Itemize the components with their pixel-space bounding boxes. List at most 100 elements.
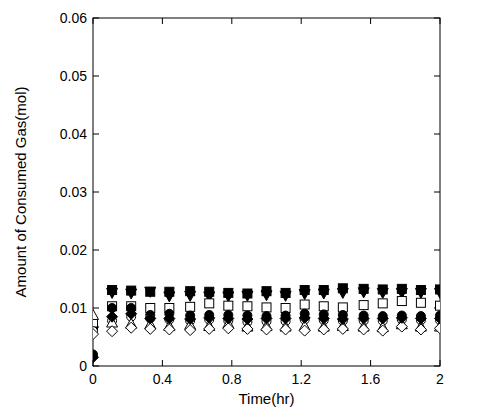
- data-point: [280, 291, 291, 301]
- data-point: [223, 292, 234, 302]
- data-point: [378, 299, 387, 308]
- data-point: [377, 325, 388, 336]
- data-point: [126, 322, 137, 333]
- data-point: [107, 311, 118, 322]
- data-point: [261, 291, 272, 301]
- x-tick-label: 0: [89, 371, 97, 387]
- y-tick: [93, 18, 99, 19]
- y-tick-label: 0.01: [60, 300, 87, 316]
- data-point: [377, 288, 388, 298]
- plot-frame: [93, 18, 440, 366]
- data-point: [299, 325, 310, 336]
- y-tick-label: 0.02: [60, 242, 87, 258]
- data-point: [262, 303, 271, 312]
- x-tick: [370, 360, 371, 366]
- y-tick-label: 0.05: [60, 68, 87, 84]
- x-tick-mirror: [231, 18, 232, 24]
- x-tick: [231, 360, 232, 366]
- data-point: [223, 313, 234, 324]
- data-point: [185, 291, 196, 301]
- data-point: [205, 299, 214, 308]
- data-point: [145, 323, 156, 334]
- x-tick: [301, 360, 302, 366]
- data-point: [93, 352, 99, 363]
- y-tick: [93, 134, 99, 135]
- data-points: [93, 284, 440, 363]
- y-tick-label: 0.06: [60, 10, 87, 26]
- data-point: [299, 290, 310, 300]
- data-point: [397, 297, 406, 306]
- data-point: [146, 287, 155, 296]
- y-tick: [93, 192, 99, 193]
- data-point: [164, 292, 175, 302]
- data-point: [107, 326, 118, 337]
- data-point: [185, 314, 196, 325]
- data-point: [242, 291, 253, 301]
- data-point: [435, 323, 441, 334]
- data-point: [164, 324, 175, 335]
- y-tick-mirror: [434, 250, 440, 251]
- data-point: [415, 313, 426, 324]
- data-point: [185, 325, 196, 336]
- data-point: [415, 324, 426, 335]
- data-point: [242, 314, 253, 325]
- data-point: [318, 289, 329, 299]
- data-point: [377, 313, 388, 324]
- data-point: [93, 329, 99, 340]
- data-point: [204, 312, 215, 323]
- x-tick: [162, 360, 163, 366]
- x-tick-label: 1.2: [291, 371, 311, 387]
- y-tick-label: 0.03: [60, 184, 87, 200]
- data-point: [243, 302, 252, 311]
- x-axis-label: Time(hr): [238, 390, 294, 407]
- x-tick-label: 0.8: [222, 371, 242, 387]
- x-tick: [440, 360, 441, 366]
- x-tick-mirror: [301, 18, 302, 24]
- data-point: [299, 312, 310, 323]
- data-point: [107, 288, 118, 298]
- y-tick: [93, 250, 99, 251]
- data-point: [396, 312, 407, 323]
- data-point: [358, 288, 369, 298]
- data-point: [261, 313, 272, 324]
- y-tick: [93, 366, 99, 367]
- x-tick-mirror: [370, 18, 371, 24]
- data-point: [436, 301, 441, 310]
- data-point: [261, 324, 272, 335]
- data-point: [280, 313, 291, 324]
- data-point: [300, 300, 309, 309]
- data-point: [358, 324, 369, 335]
- x-tick-label: 0.4: [153, 371, 173, 387]
- y-tick-mirror: [434, 192, 440, 193]
- x-tick-mirror: [440, 18, 441, 24]
- y-tick: [93, 308, 99, 309]
- y-tick-label: 0: [79, 358, 87, 374]
- x-tick-label: 2: [436, 371, 444, 387]
- data-point: [126, 289, 137, 299]
- y-tick-mirror: [434, 366, 440, 367]
- data-point: [204, 323, 215, 334]
- data-point: [435, 313, 441, 324]
- data-point: [337, 314, 348, 325]
- x-tick-mirror: [93, 18, 94, 24]
- data-point: [337, 288, 348, 298]
- y-tick-mirror: [434, 134, 440, 135]
- x-tick-label: 1.6: [361, 371, 381, 387]
- data-point: [224, 301, 233, 310]
- y-tick-mirror: [434, 76, 440, 77]
- data-point: [146, 314, 155, 323]
- y-tick-label: 0.04: [60, 126, 87, 142]
- y-tick: [93, 76, 99, 77]
- data-point: [280, 324, 291, 335]
- x-tick-mirror: [162, 18, 163, 24]
- y-tick-mirror: [434, 18, 440, 19]
- data-point: [358, 313, 369, 324]
- chart: 0 0.01 0.02 0.03 0.04 0.05 0.06 0 0.4 0.8 1.2 1.6 2 T…: [0, 0, 477, 418]
- background: [0, 0, 477, 418]
- data-point: [416, 298, 425, 307]
- data-point: [359, 301, 368, 310]
- data-point: [126, 308, 137, 319]
- data-point: [186, 302, 195, 311]
- data-point: [318, 324, 329, 335]
- data-point: [93, 309, 99, 319]
